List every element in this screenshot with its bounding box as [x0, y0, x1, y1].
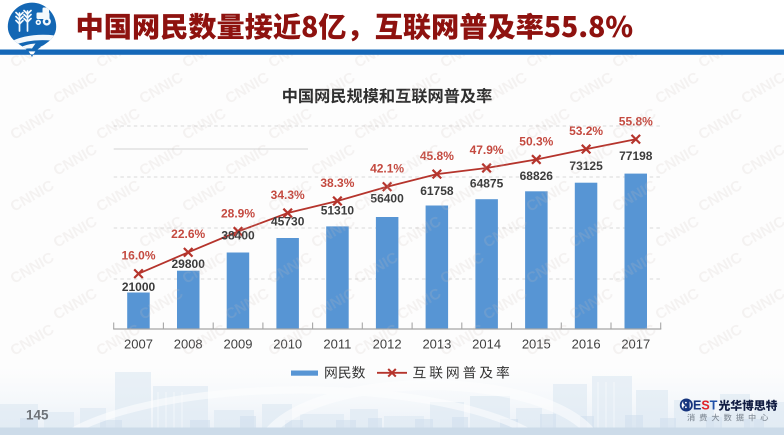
svg-text:45.8%: 45.8%	[420, 149, 454, 163]
svg-text:73125: 73125	[569, 159, 603, 173]
svg-text:2008: 2008	[174, 337, 203, 352]
svg-text:28.9%: 28.9%	[221, 206, 255, 220]
svg-text:2012: 2012	[373, 337, 402, 352]
svg-text:45730: 45730	[271, 215, 305, 229]
svg-text:29800: 29800	[172, 257, 206, 271]
svg-text:61758: 61758	[420, 184, 454, 198]
svg-text:EST: EST	[693, 399, 718, 413]
svg-text:55.8%: 55.8%	[619, 115, 653, 129]
svg-text:38.3%: 38.3%	[320, 176, 354, 190]
svg-text:22.6%: 22.6%	[171, 227, 205, 241]
svg-text:2009: 2009	[224, 337, 253, 352]
svg-text:53.2%: 53.2%	[569, 124, 603, 138]
svg-text:2016: 2016	[572, 337, 601, 352]
svg-text:77198: 77198	[619, 149, 653, 163]
svg-text:56400: 56400	[370, 191, 404, 205]
svg-text:2010: 2010	[273, 337, 302, 352]
svg-text:68826: 68826	[520, 169, 554, 183]
svg-text:2011: 2011	[323, 337, 351, 352]
svg-text:2014: 2014	[472, 337, 501, 352]
svg-text:38400: 38400	[221, 229, 255, 243]
svg-text:21000: 21000	[122, 280, 156, 294]
svg-text:2015: 2015	[522, 337, 551, 352]
svg-text:2013: 2013	[422, 337, 451, 352]
svg-text:64875: 64875	[470, 176, 504, 190]
svg-text:34.3%: 34.3%	[271, 188, 305, 202]
svg-text:145: 145	[26, 408, 49, 423]
svg-text:47.9%: 47.9%	[470, 143, 504, 157]
svg-text:50.3%: 50.3%	[519, 134, 553, 148]
svg-text:2007: 2007	[124, 337, 153, 352]
svg-text:51310: 51310	[321, 204, 355, 218]
svg-text:42.1%: 42.1%	[370, 162, 404, 176]
svg-text:16.0%: 16.0%	[121, 249, 155, 263]
svg-text:2017: 2017	[621, 337, 650, 352]
